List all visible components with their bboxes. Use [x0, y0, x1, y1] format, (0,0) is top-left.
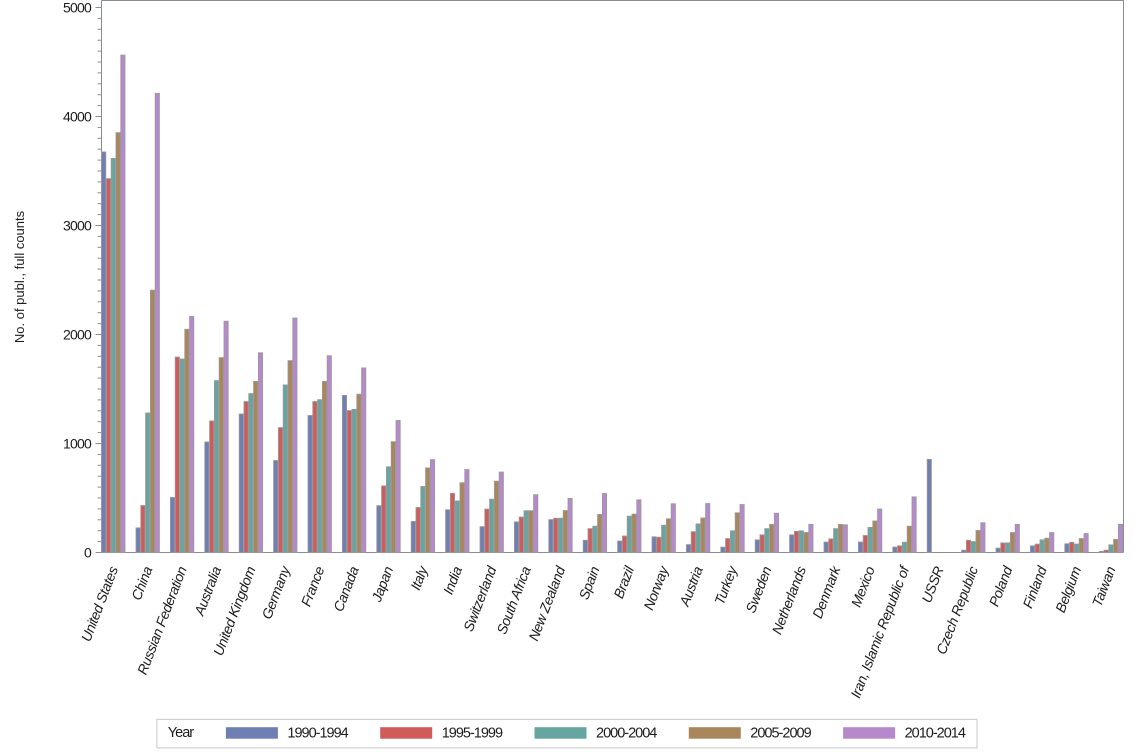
svg-text:1990-1994: 1990-1994	[287, 726, 348, 742]
svg-text:4000: 4000	[63, 109, 92, 125]
svg-text:Year: Year	[168, 725, 194, 741]
svg-text:No. of publ., full counts: No. of publ., full counts	[12, 210, 27, 343]
svg-text:2010-2014: 2010-2014	[905, 726, 966, 742]
svg-text:5000: 5000	[63, 0, 92, 16]
svg-text:2000: 2000	[63, 327, 92, 343]
svg-text:0: 0	[84, 545, 92, 561]
svg-text:1000: 1000	[63, 436, 92, 452]
svg-text:2005-2009: 2005-2009	[750, 726, 811, 742]
svg-text:1995-1999: 1995-1999	[442, 726, 503, 742]
svg-text:2000-2004: 2000-2004	[596, 726, 657, 742]
svg-text:3000: 3000	[63, 218, 92, 234]
